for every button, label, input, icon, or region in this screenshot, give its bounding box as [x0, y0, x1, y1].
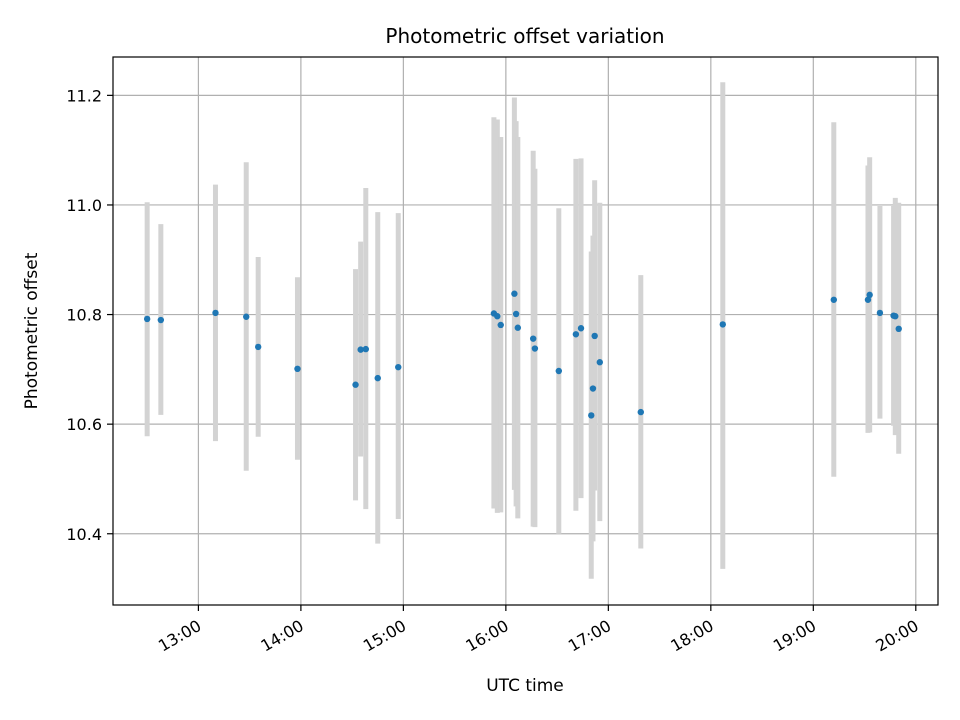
data-point — [577, 325, 585, 332]
y-tick-label: 11.0 — [66, 196, 102, 215]
data-point — [212, 309, 219, 317]
data-point — [864, 296, 872, 303]
data-point — [512, 310, 520, 318]
data-point — [254, 343, 262, 351]
chart-title: Photometric offset variation — [385, 24, 664, 48]
data-point — [514, 324, 522, 331]
data-point — [572, 331, 580, 338]
data-point — [243, 313, 250, 320]
y-tick-label: 10.8 — [66, 306, 102, 325]
data-point — [719, 321, 726, 328]
y-axis-ticks: 10.4 10.6 10.8 11.0 11.2 — [66, 86, 113, 544]
y-axis-label: Photometric offset — [22, 252, 42, 409]
grid — [113, 57, 938, 605]
data-point — [591, 332, 598, 340]
data-points — [143, 290, 902, 419]
data-point — [357, 346, 364, 353]
y-tick-label: 11.2 — [66, 86, 102, 105]
data-point — [497, 321, 504, 329]
data-point — [157, 316, 165, 324]
data-point — [596, 359, 604, 366]
data-point — [531, 345, 539, 352]
data-point — [555, 367, 563, 375]
data-point — [637, 408, 644, 416]
data-point — [529, 335, 537, 342]
data-point — [830, 296, 838, 303]
data-point — [895, 325, 902, 333]
y-tick-label: 10.4 — [66, 525, 102, 544]
data-point — [294, 365, 301, 373]
data-point — [866, 291, 873, 299]
data-point — [374, 374, 381, 382]
data-point — [892, 313, 899, 320]
data-point — [876, 309, 884, 317]
y-tick-label: 10.6 — [66, 415, 102, 434]
data-point — [352, 381, 359, 388]
data-point — [362, 345, 369, 353]
data-point — [588, 412, 595, 419]
data-point — [143, 315, 151, 323]
x-axis-label: UTC time — [486, 676, 564, 696]
data-point — [494, 313, 501, 320]
data-point — [589, 385, 597, 392]
plot-frame — [112, 56, 939, 606]
data-point — [395, 363, 402, 371]
data-point — [511, 290, 518, 297]
